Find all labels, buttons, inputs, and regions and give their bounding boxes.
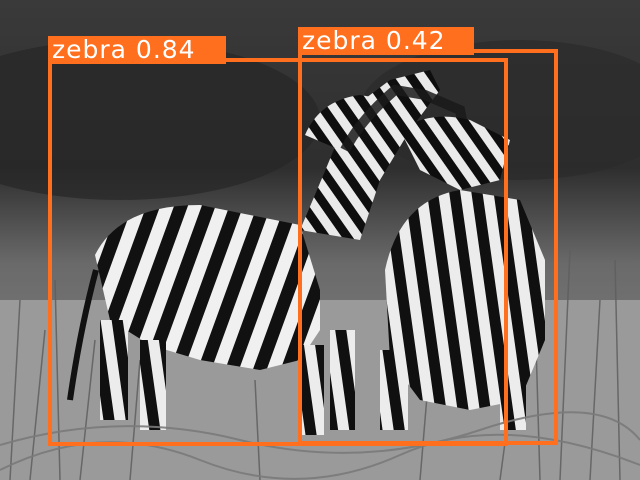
detection-label-zebra-1: zebra 0.84 [48, 36, 226, 64]
detection-box-zebra-2 [298, 49, 558, 445]
detection-box-zebra-1 [48, 58, 508, 446]
background-shrubs [0, 40, 320, 200]
detection-label-zebra-2: zebra 0.42 [298, 27, 474, 55]
zebra-left [67, 205, 355, 435]
zebra-head-left [300, 70, 475, 240]
